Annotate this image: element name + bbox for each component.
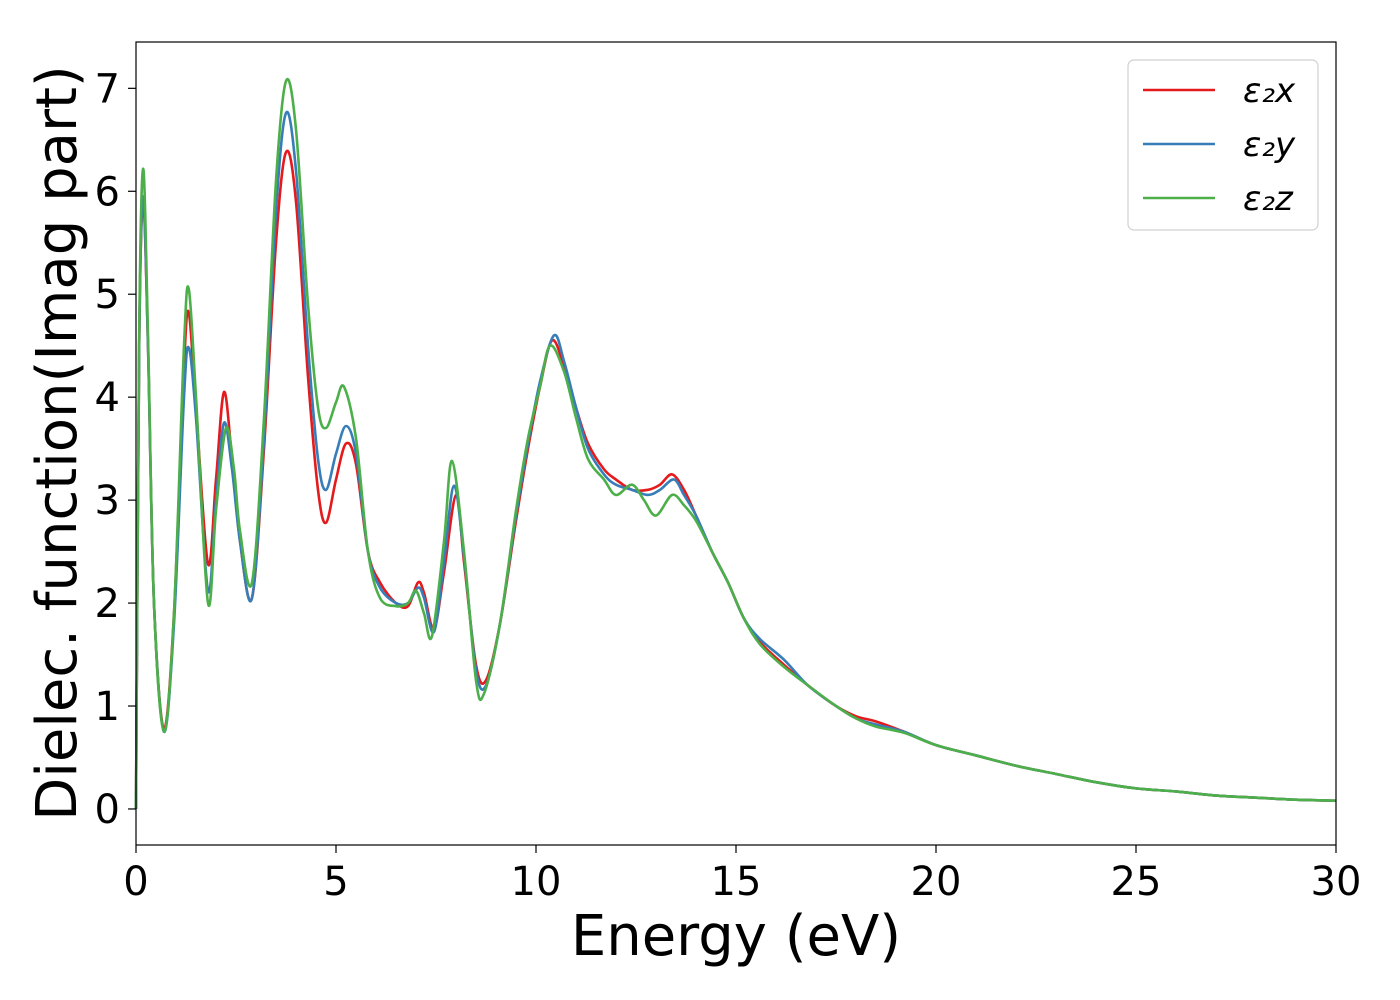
legend: ε₂x ε₂y ε₂z bbox=[1127, 59, 1319, 231]
x-tick-label: 15 bbox=[711, 859, 762, 905]
legend-box bbox=[1127, 59, 1319, 231]
x-axis: 0 5 10 15 20 25 30 bbox=[123, 845, 1361, 905]
y-axis-label: Dielec. function(Imag part) bbox=[25, 65, 90, 821]
x-axis-label: Energy (eV) bbox=[571, 904, 901, 969]
x-tick-label: 20 bbox=[911, 859, 962, 905]
legend-label: ε₂x bbox=[1243, 71, 1296, 111]
y-tick-label: 4 bbox=[95, 375, 120, 421]
legend-label: ε₂y bbox=[1243, 125, 1296, 165]
x-tick-label: 25 bbox=[1111, 859, 1162, 905]
y-tick-label: 7 bbox=[95, 66, 120, 112]
series-line-1 bbox=[134, 149, 1337, 809]
y-tick-label: 2 bbox=[95, 581, 120, 627]
x-tick-label: 0 bbox=[123, 859, 148, 905]
y-tick-label: 0 bbox=[95, 787, 120, 833]
series-line-3 bbox=[134, 77, 1337, 809]
y-tick-label: 1 bbox=[95, 684, 120, 730]
y-tick-label: 5 bbox=[95, 272, 120, 318]
series-layer bbox=[134, 77, 1337, 809]
x-tick-label: 5 bbox=[323, 859, 348, 905]
x-tick-label: 10 bbox=[511, 859, 562, 905]
legend-label: ε₂z bbox=[1243, 179, 1294, 219]
y-tick-label: 3 bbox=[95, 478, 120, 524]
y-tick-label: 6 bbox=[95, 169, 120, 215]
x-tick-label: 30 bbox=[1311, 859, 1362, 905]
y-axis: 0 1 2 3 4 5 6 7 bbox=[95, 66, 136, 833]
